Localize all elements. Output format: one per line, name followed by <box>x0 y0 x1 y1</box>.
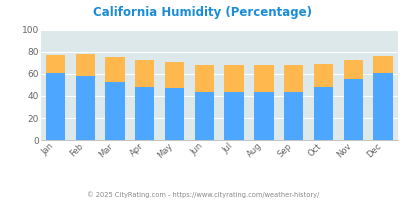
Bar <box>284 92 303 140</box>
Bar <box>224 92 243 140</box>
Text: California Humidity (Percentage): California Humidity (Percentage) <box>93 6 312 19</box>
Bar <box>105 82 124 140</box>
Text: © 2025 CityRating.com - https://www.cityrating.com/weather-history/: © 2025 CityRating.com - https://www.city… <box>87 191 318 198</box>
Bar <box>164 62 184 88</box>
Bar <box>373 56 392 73</box>
Bar <box>75 76 95 140</box>
Bar <box>254 92 273 140</box>
Bar <box>194 65 213 92</box>
Bar <box>194 92 213 140</box>
Bar <box>284 65 303 92</box>
Bar <box>343 60 362 79</box>
Bar <box>75 54 95 76</box>
Bar <box>254 65 273 92</box>
Bar <box>343 79 362 140</box>
Bar <box>135 60 154 87</box>
Bar <box>373 73 392 140</box>
Bar <box>46 55 65 73</box>
Bar <box>313 87 333 140</box>
Bar <box>164 88 184 140</box>
Bar <box>105 57 124 82</box>
Bar <box>135 87 154 140</box>
Bar <box>224 65 243 92</box>
Bar <box>46 73 65 140</box>
Bar <box>313 64 333 87</box>
